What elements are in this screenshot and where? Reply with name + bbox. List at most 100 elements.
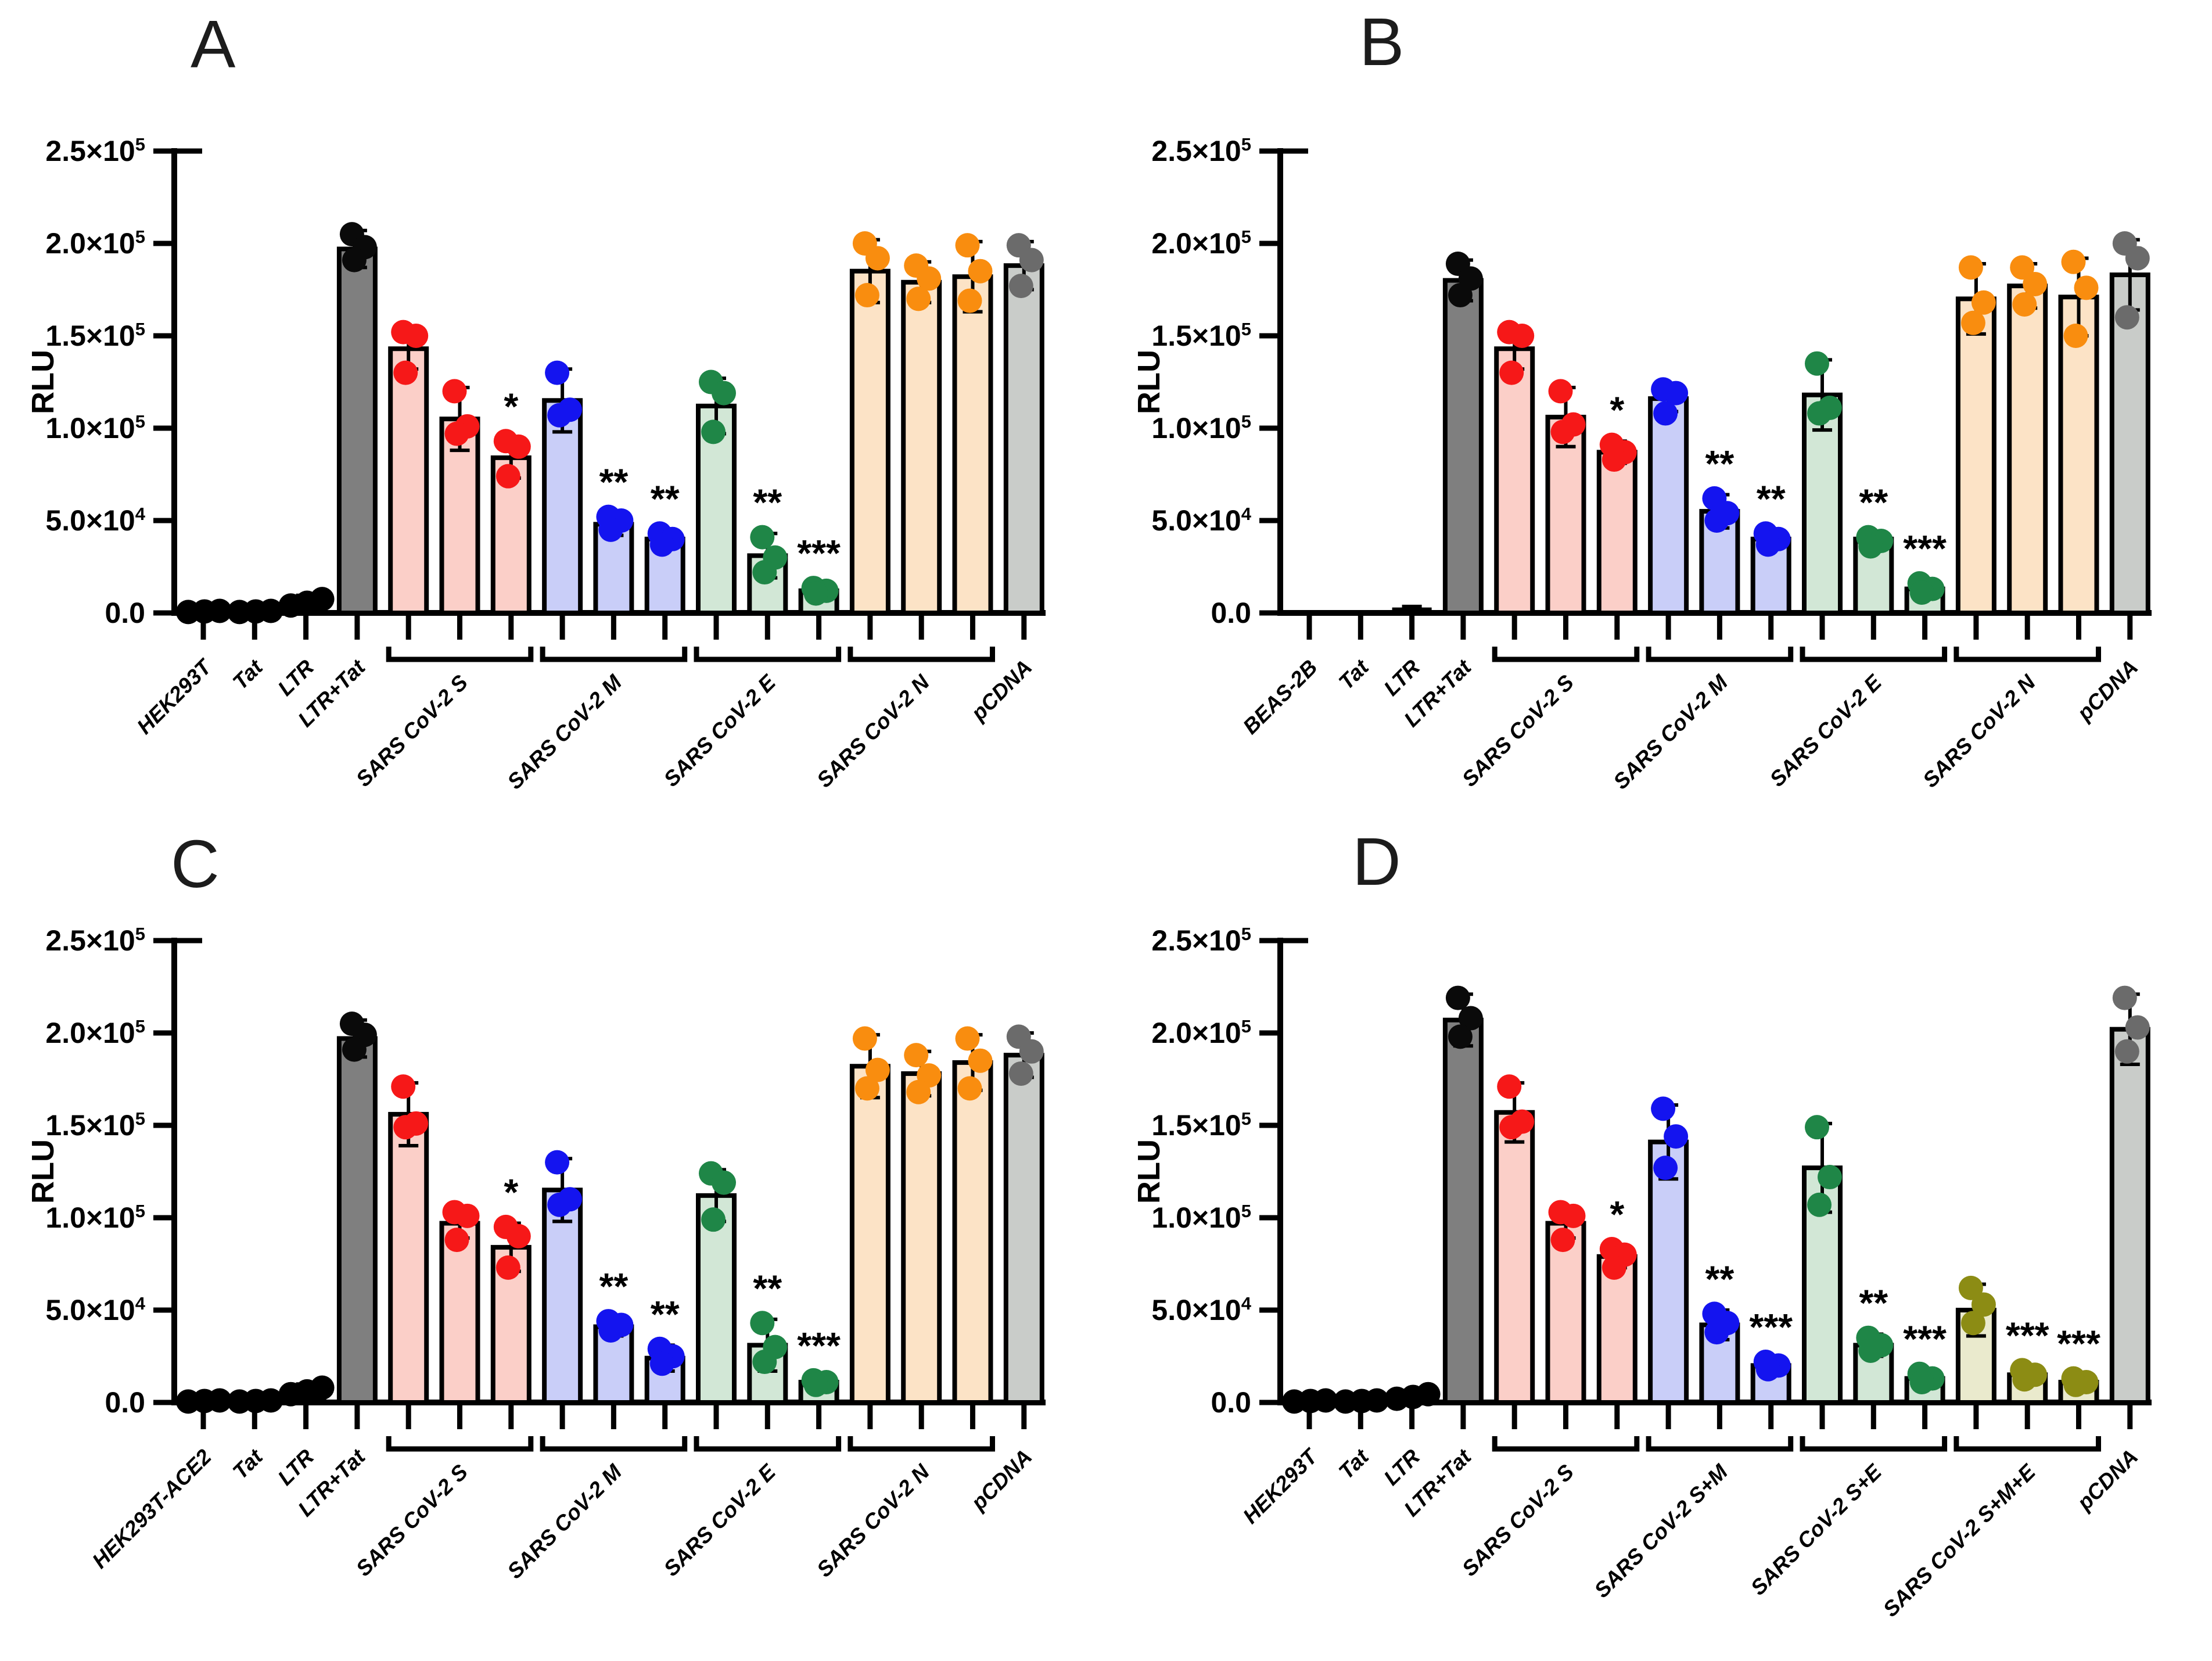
y-tick-label: 0.0	[105, 597, 145, 629]
data-dot	[1704, 1320, 1729, 1345]
panel-D: D 0.0 5.0×104 1.0×105 1.5×105 2.0×105 2.5×105…	[1106, 790, 2212, 1661]
x-tick-label: LTR	[1379, 1444, 1424, 1490]
data-dot	[1550, 419, 1575, 444]
y-tick-label: 2.0×105	[45, 1016, 145, 1049]
bar	[1648, 396, 1689, 615]
data-dot	[2012, 1367, 2037, 1392]
data-dot	[1653, 401, 1678, 426]
x-tick-label: SARS CoV-2 N	[812, 1459, 935, 1582]
data-dot	[404, 324, 429, 348]
four-panel-bar-figure: A 0.0 5.0×104 1.0×105 1.5×105 2.0×105 2.5×105…	[26, 0, 2212, 1621]
significance-label: **	[753, 482, 782, 523]
data-dot	[2023, 271, 2048, 296]
y-tick-label: 5.0×104	[1151, 1293, 1251, 1326]
group-bracket	[1646, 1436, 1794, 1452]
x-tick-label: SARS CoV-2 N	[812, 670, 935, 792]
data-dot	[455, 1203, 480, 1228]
data-dot	[1448, 1024, 1473, 1049]
data-dot	[955, 1026, 980, 1051]
bar	[1494, 346, 1535, 615]
data-dot	[649, 1351, 674, 1376]
x-tick-label: SARS CoV-2 M	[502, 1459, 626, 1583]
x-tick-label: pCDNA	[2072, 1445, 2142, 1515]
data-dot	[2114, 1039, 2139, 1064]
y-tick-label: 2.5×105	[45, 134, 145, 167]
data-dot	[1960, 1311, 1985, 1336]
data-dot	[1445, 985, 1470, 1010]
data-dot	[2010, 255, 2035, 280]
data-dot	[1510, 324, 1535, 348]
data-dot	[906, 1079, 931, 1104]
data-dot	[1448, 283, 1473, 308]
data-dot	[1548, 379, 1573, 404]
bar	[388, 1111, 429, 1405]
data-dot	[750, 1311, 775, 1336]
data-dot	[1601, 447, 1626, 472]
chart-panel-A: 0.0 5.0×104 1.0×105 1.5×105 2.0×105 2.5×105 RL…	[26, 134, 1046, 794]
x-tick-label: pCDNA	[966, 1445, 1036, 1515]
bar	[849, 268, 890, 615]
data-dot	[258, 598, 283, 623]
y-tick-label: 2.0×105	[1151, 1016, 1251, 1049]
data-dot	[1019, 247, 1044, 272]
y-tick-label: 5.0×104	[45, 504, 145, 537]
bar	[2007, 284, 2048, 615]
chart-panel-D: 0.0 5.0×104 1.0×105 1.5×105 2.0×105 2.5×105 RL…	[1132, 924, 2152, 1621]
data-dot	[207, 1388, 232, 1413]
data-dot	[1755, 532, 1780, 557]
significance-label: **	[1705, 443, 1734, 485]
data-dot	[391, 1074, 416, 1099]
y-axis-title: RLU	[26, 1139, 60, 1204]
data-dot	[803, 1372, 828, 1397]
group-bracket	[1646, 647, 1794, 662]
data-dot	[1458, 1006, 1483, 1031]
bar	[1596, 1254, 1638, 1405]
x-tick-label: BEAS-2B	[1238, 655, 1322, 739]
group-bracket	[848, 1436, 995, 1452]
x-tick-label: SARS CoV-2 M	[502, 670, 626, 794]
panel-C: C 0.0 5.0×104 1.0×105 1.5×105 2.0×105 2.5×105…	[0, 790, 1106, 1661]
chart-panel-B: 0.0 5.0×104 1.0×105 1.5×105 2.0×105 2.5×105 RL…	[1132, 134, 2152, 794]
y-tick-label: 1.0×105	[45, 411, 145, 444]
bar	[901, 279, 942, 615]
bar	[439, 1221, 480, 1405]
data-dot	[904, 1043, 929, 1068]
data-dot	[1008, 274, 1033, 299]
significance-label: ***	[2006, 1314, 2049, 1356]
bar	[952, 1060, 993, 1405]
data-dot	[444, 1228, 469, 1253]
panel-letter-D: D	[1352, 824, 1401, 899]
data-dot	[2112, 985, 2137, 1010]
panel-B: B 0.0 5.0×104 1.0×105 1.5×105 2.0×105 2.5×105…	[1106, 0, 2212, 871]
data-dot	[310, 1375, 335, 1400]
y-tick-label: 1.5×105	[1151, 1108, 1251, 1142]
data-dot	[1497, 1074, 1522, 1099]
data-dot	[506, 434, 531, 459]
group-bracket	[1492, 647, 1640, 662]
data-dot	[854, 283, 879, 308]
significance-label: **	[1705, 1258, 1734, 1300]
x-tick-label: Tat	[228, 1444, 268, 1483]
x-tick-label: SARS CoV-2 E	[1765, 670, 1887, 791]
y-tick-label: 1.5×105	[45, 319, 145, 352]
data-dot	[1416, 1382, 1441, 1407]
data-dot	[342, 1037, 367, 1062]
x-tick-label: SARS CoV-2 S	[1457, 1459, 1579, 1581]
data-dot	[2074, 275, 2099, 300]
data-dot	[1499, 360, 1524, 385]
data-dot	[1971, 290, 1996, 315]
data-dot	[1664, 381, 1689, 406]
bar	[1494, 1110, 1535, 1405]
significance-label: *	[1610, 1193, 1624, 1235]
data-dot	[2063, 324, 2088, 348]
data-dot	[1818, 1165, 1842, 1190]
group-bracket	[540, 1436, 688, 1452]
data-dot	[495, 1255, 520, 1280]
bar	[336, 246, 378, 616]
data-dot	[1653, 1156, 1678, 1181]
data-dot	[1601, 1255, 1626, 1280]
significance-label: **	[1757, 478, 1786, 519]
data-dot	[547, 1192, 572, 1217]
group-bracket	[1954, 1436, 2101, 1452]
bar	[1955, 296, 1996, 615]
